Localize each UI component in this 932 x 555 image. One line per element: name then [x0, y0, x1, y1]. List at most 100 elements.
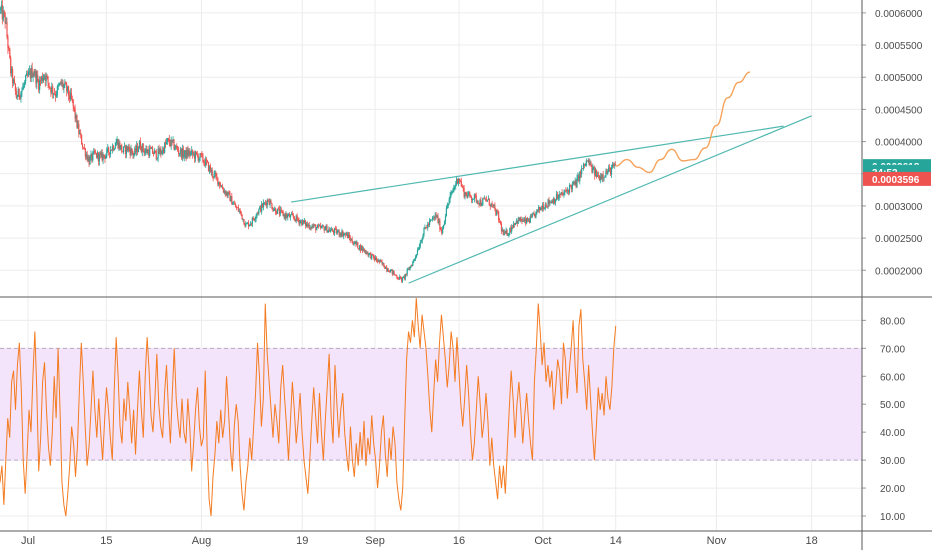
candle — [463, 185, 465, 199]
candle-body — [318, 225, 321, 227]
candle — [140, 146, 142, 154]
candle-body — [343, 234, 345, 237]
candle — [170, 136, 172, 150]
candle — [512, 224, 514, 230]
candle-body — [312, 225, 314, 227]
candle-body — [308, 224, 310, 229]
candle-body — [176, 145, 178, 148]
candle-body — [591, 165, 593, 173]
trendline[interactable] — [290, 125, 784, 203]
candle — [135, 144, 137, 155]
candle-body — [257, 213, 259, 214]
candle — [282, 209, 284, 217]
candle — [35, 69, 37, 88]
candle-body — [489, 205, 491, 207]
candle — [171, 139, 173, 146]
candle-body — [236, 207, 239, 209]
candle — [316, 227, 318, 231]
candle-body — [110, 149, 113, 151]
candle — [458, 178, 461, 185]
candle — [335, 226, 337, 235]
candle-body — [470, 194, 472, 198]
candle-body — [104, 155, 106, 159]
candle-body — [169, 143, 171, 147]
candle-body — [33, 74, 35, 76]
candle — [414, 258, 416, 261]
candle — [81, 134, 83, 145]
candle-body — [48, 82, 50, 87]
candle — [526, 217, 528, 225]
candle — [133, 152, 135, 159]
candle — [318, 224, 321, 227]
candle-body — [171, 139, 173, 142]
candle — [261, 200, 263, 215]
candle-body — [43, 75, 45, 78]
candle-body — [422, 234, 424, 240]
candle — [418, 243, 420, 251]
candle — [439, 218, 441, 233]
candle — [598, 175, 600, 181]
candle — [394, 274, 396, 276]
candle-body — [512, 227, 514, 229]
trendline[interactable] — [408, 115, 812, 284]
candle-body — [238, 210, 240, 212]
candle-body — [24, 81, 26, 86]
candle — [81, 142, 84, 150]
candle — [368, 253, 370, 258]
candle — [285, 211, 287, 222]
candle-body — [446, 205, 448, 208]
candle-body — [350, 239, 352, 241]
candle — [395, 273, 397, 277]
candle — [25, 70, 28, 76]
candle-body — [572, 182, 574, 184]
candle — [85, 151, 87, 160]
price-badge-text: 0.0003596 — [872, 175, 920, 186]
candle — [552, 198, 554, 204]
candle — [248, 219, 250, 230]
candle — [174, 144, 176, 151]
candle-body — [484, 198, 487, 200]
candle — [293, 216, 295, 221]
candle-body — [613, 164, 615, 166]
trendline-layer[interactable] — [290, 115, 812, 284]
candle-body — [505, 230, 507, 233]
candle-body — [241, 214, 243, 220]
candle-body — [179, 149, 182, 154]
candle-body — [206, 161, 209, 163]
candle — [57, 82, 59, 91]
candle — [107, 144, 109, 153]
candle — [593, 166, 595, 171]
candle-body — [220, 186, 223, 188]
candle-body — [506, 230, 508, 236]
candle — [337, 229, 339, 233]
candle — [357, 242, 359, 249]
candle-body — [352, 242, 354, 245]
candle — [120, 145, 122, 151]
candle — [69, 88, 72, 102]
candle-body — [583, 163, 586, 166]
candle — [128, 143, 130, 152]
candle — [36, 70, 38, 90]
candle — [535, 211, 537, 219]
candle — [6, 17, 8, 40]
candle-body — [362, 248, 364, 251]
candle-body — [232, 204, 234, 205]
candle — [476, 199, 478, 205]
candle — [258, 208, 260, 216]
candle-body — [215, 173, 217, 177]
candle-body — [544, 204, 546, 209]
candle-body — [577, 175, 579, 178]
candle — [462, 185, 464, 192]
candle-body — [400, 276, 402, 278]
candle — [187, 145, 189, 159]
candle — [240, 211, 242, 217]
candle-body — [67, 86, 70, 96]
candle-body — [226, 192, 228, 196]
candle — [97, 152, 100, 166]
candle — [416, 247, 419, 256]
candle-body — [361, 246, 364, 251]
candle — [70, 87, 72, 101]
candle-body — [227, 192, 229, 196]
